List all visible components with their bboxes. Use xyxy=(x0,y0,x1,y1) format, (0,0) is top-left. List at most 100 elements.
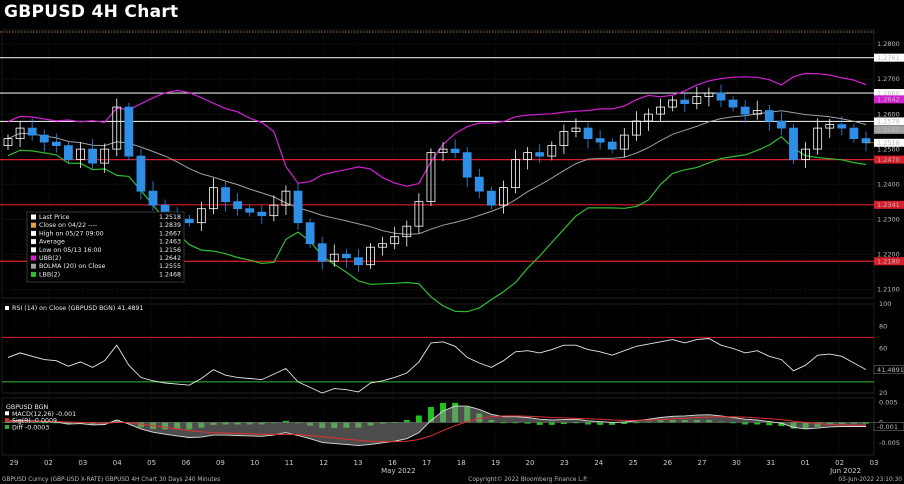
candle-body xyxy=(281,190,291,206)
macd-legend-label: MACD(12,26) -0.001 xyxy=(12,411,76,418)
value-tag xyxy=(874,95,904,104)
macd-diff-bar xyxy=(597,422,604,425)
candle-body xyxy=(861,138,871,144)
support-level-tag xyxy=(874,200,904,209)
candle-body xyxy=(680,99,690,104)
price-legend: Last Price 1.2518 Close on 04/22 ---- 1.283… xyxy=(26,211,185,283)
footer-source: GBPUSD Curncy (GBP-USD X-RATE) GBPUSD 4H… xyxy=(2,477,220,483)
macd-area xyxy=(8,406,866,446)
legend-swatch xyxy=(31,214,36,220)
macd-diff-bar xyxy=(572,422,579,424)
macd-diff-bar xyxy=(621,422,628,425)
x-tick-label: 25 xyxy=(629,459,638,467)
rsi-last-label: 41.4891 xyxy=(877,366,904,374)
resistance-level-tag xyxy=(874,117,904,126)
legend-swatch xyxy=(31,230,36,236)
value-tag xyxy=(874,138,904,147)
x-tick-label: 03 xyxy=(78,459,87,467)
candle-body xyxy=(414,201,424,227)
x-tick-label: 17 xyxy=(422,459,431,467)
candle-body xyxy=(595,138,605,143)
price-y-tick: 1.2700 xyxy=(877,75,900,83)
macd-diff-bar xyxy=(742,422,749,425)
footer-timestamp: 03-Jun-2022 23:10:30 xyxy=(838,477,902,483)
macd-diff-bar xyxy=(512,422,519,424)
candle-body xyxy=(801,148,810,161)
macd-signal-line xyxy=(7,415,866,443)
candle-body xyxy=(631,120,641,136)
candle-body xyxy=(257,211,267,217)
candle-body xyxy=(462,152,472,178)
x-tick-label: 27 xyxy=(698,459,707,467)
footer-copyright: Copyright© 2022 Bloomberg Finance L.P. xyxy=(468,476,588,483)
x-tick-label: 11 xyxy=(285,459,294,467)
macd-diff-bar xyxy=(53,422,60,424)
macd-diff-bar xyxy=(548,422,555,425)
price-y-tick: 1.2800 xyxy=(877,40,900,48)
legend-label: LBB(2) xyxy=(39,271,60,278)
candle-body xyxy=(3,138,13,147)
support-level-label: 1.2341 xyxy=(877,201,900,209)
rsi-y-tick: 60 xyxy=(879,345,887,353)
resistance-level-tag xyxy=(874,53,904,62)
candle-body xyxy=(535,152,545,157)
panel-frame-2 xyxy=(1,397,875,456)
macd-legend-label: GBPUSD BGN xyxy=(6,404,49,411)
candle-body xyxy=(209,187,218,210)
legend-label: UBB(2) xyxy=(39,255,61,262)
rsi-legend-swatch xyxy=(5,306,9,310)
price-y-tick: 1.2500 xyxy=(877,145,900,153)
macd-diff-bar xyxy=(41,422,48,424)
x-tick-label: 31 xyxy=(766,459,775,467)
legend-swatch xyxy=(31,222,36,228)
macd-diff-bar xyxy=(730,422,737,424)
candle-body xyxy=(124,106,134,157)
x-tick-label: 16 xyxy=(388,459,397,467)
legend-swatch xyxy=(31,263,36,269)
candle-body xyxy=(51,141,61,147)
candle-body xyxy=(293,190,303,224)
candle-body xyxy=(523,152,533,161)
macd-diff-bar xyxy=(282,420,289,423)
macd-diff-bar xyxy=(427,406,434,423)
candle-body xyxy=(148,190,158,206)
legend-label: Average xyxy=(39,239,65,246)
rsi-y-tick: 20 xyxy=(879,389,887,397)
macd-diff-bar xyxy=(778,422,785,427)
candle-body xyxy=(728,99,738,108)
macd-diff-bar xyxy=(5,422,11,423)
x-tick-label: 18 xyxy=(457,459,466,467)
x-group-label: May 2022 xyxy=(381,467,416,475)
macd-diff-bar xyxy=(766,422,773,426)
candle-body xyxy=(64,145,73,161)
price-y-tick: 1.2400 xyxy=(877,180,900,188)
candle-body xyxy=(692,96,702,104)
value-tag-label: 1.2642 xyxy=(877,96,900,104)
candle-body xyxy=(27,127,37,136)
support-level-label: 1.2180 xyxy=(877,258,900,266)
candle-body xyxy=(39,134,49,143)
x-tick-label: 09 xyxy=(216,459,225,467)
macd-legend-swatch xyxy=(5,424,9,429)
macd-y-tick: 0.005 xyxy=(879,398,898,406)
candle-body xyxy=(752,110,762,115)
candle-body xyxy=(607,141,617,150)
price-y-tick: 1.2100 xyxy=(877,285,900,293)
candle-body xyxy=(716,92,726,101)
macd-legend-swatch xyxy=(5,418,9,423)
candle-body xyxy=(76,148,85,161)
x-tick-label: 10 xyxy=(250,459,259,467)
candle-body xyxy=(704,92,714,97)
rsi-y-tick: 100 xyxy=(879,300,891,308)
macd-line xyxy=(7,405,866,447)
x-tick-label: 23 xyxy=(560,459,569,467)
candle-body xyxy=(354,257,363,266)
bollinger-moving-average xyxy=(7,110,867,235)
candle-body xyxy=(426,152,436,203)
x-tick-label: 20 xyxy=(526,459,535,467)
support-level-label: 1.2470 xyxy=(877,156,900,164)
macd-diff-bar xyxy=(633,422,640,424)
candle-body xyxy=(656,106,665,115)
macd-diff-bar xyxy=(403,419,410,423)
